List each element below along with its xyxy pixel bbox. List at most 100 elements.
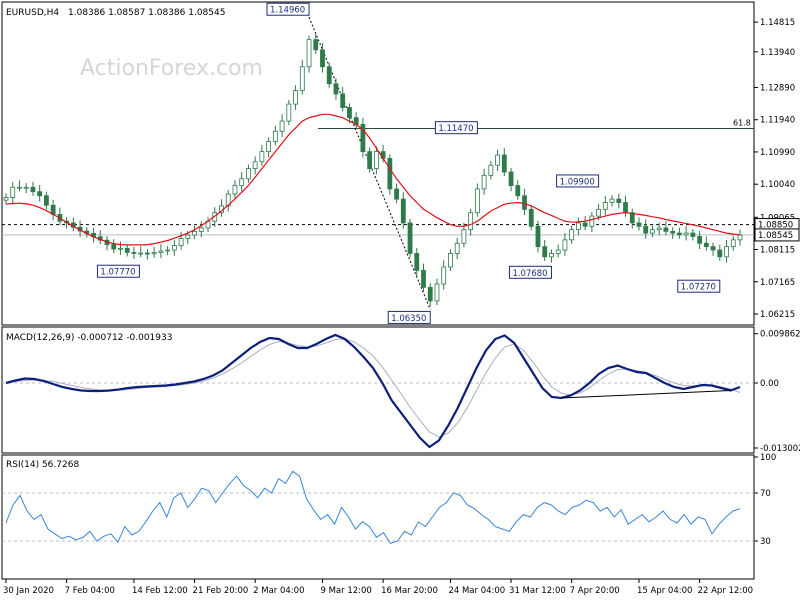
- dashed-level-label: 1.08850: [758, 221, 793, 231]
- candle-body: [596, 208, 601, 217]
- candle-body: [394, 188, 399, 200]
- candle-body: [643, 225, 649, 234]
- candle-body: [670, 230, 676, 234]
- candle-body: [37, 191, 43, 197]
- candle-body: [730, 239, 736, 248]
- rsi-axis: 100 70 30: [754, 453, 776, 547]
- price-tick-label: 1.11940: [760, 116, 795, 126]
- candle-body: [293, 90, 298, 105]
- candle-body: [279, 120, 285, 132]
- candle-body: [30, 186, 36, 193]
- candle-body: [454, 242, 460, 254]
- candle-body: [737, 234, 743, 241]
- candle-body: [690, 232, 696, 237]
- moving-average-line: [5, 113, 741, 246]
- candle-body: [320, 49, 325, 68]
- candle-body: [474, 188, 480, 214]
- annotation-label: 1.14960: [270, 6, 305, 16]
- candle-body: [575, 222, 581, 231]
- candle-body: [650, 229, 655, 234]
- macd-main-line: [5, 333, 741, 449]
- macd-tick-label: 0.00: [760, 379, 779, 389]
- annotation-label: 1.11470: [438, 124, 473, 134]
- time-tick-label: 31 Mar 12:00: [509, 586, 566, 596]
- candle-body: [232, 185, 238, 195]
- candle-body: [569, 229, 575, 241]
- rsi-lines: [2, 470, 754, 544]
- time-tick-label: 21 Feb 20:00: [193, 586, 249, 596]
- candle-body: [192, 230, 197, 236]
- annotation-box: [266, 2, 310, 16]
- candle-body: [23, 186, 29, 189]
- current-price-label: 1.08545: [758, 231, 793, 241]
- candle-body: [676, 232, 682, 236]
- candle-body: [582, 222, 588, 227]
- candle-body: [171, 245, 177, 251]
- candle-body: [549, 253, 554, 258]
- candle-body: [697, 236, 702, 244]
- annotation-box: [434, 121, 478, 135]
- candle-body: [441, 266, 447, 285]
- time-tick-label: 7 Feb 04:00: [65, 586, 115, 596]
- annotation-label: 1.07680: [512, 269, 547, 279]
- candle-body: [488, 164, 494, 176]
- current-price-box: [754, 228, 800, 242]
- candle-body: [367, 151, 373, 169]
- price-tick-label: 1.07165: [760, 278, 795, 288]
- candle-body: [623, 202, 628, 214]
- candle-body: [421, 269, 426, 288]
- candle-body: [347, 107, 352, 119]
- candle-body: [118, 247, 123, 250]
- annotation-label: 1.06350: [391, 314, 426, 324]
- rsi-panel: [1, 454, 755, 580]
- candle-body: [246, 168, 251, 180]
- candle-body: [10, 186, 16, 198]
- candle-body: [501, 154, 507, 173]
- candle-body: [434, 283, 440, 302]
- macd-tick-label: -0.013002: [760, 444, 800, 454]
- annotation-box: [677, 279, 721, 293]
- candle-body: [326, 66, 332, 85]
- candle-body: [178, 238, 184, 247]
- time-tick-label: 15 Apr 04:00: [637, 586, 692, 596]
- candle-body: [481, 174, 487, 190]
- price-tick-label: 1.10990: [760, 148, 795, 158]
- time-tick-label: 9 Mar 12:00: [320, 586, 371, 596]
- candle-body: [414, 253, 420, 271]
- candle-body: [663, 227, 669, 232]
- time-axis: 30 Jan 2020 7 Feb 04:00 14 Feb 12:00 21 Feb…: [3, 579, 753, 596]
- rsi-tick-label: 100: [760, 453, 776, 463]
- candle-body: [333, 83, 339, 95]
- macd-axis: 0.009862 0.00 -0.013002: [754, 330, 800, 454]
- ma-path: [5, 113, 741, 246]
- candle-body: [373, 151, 379, 169]
- candle-body: [710, 246, 716, 251]
- candle-body: [239, 178, 245, 186]
- candle-body: [609, 198, 615, 203]
- candles: [3, 34, 743, 307]
- watermark: ActionForex.com: [80, 56, 263, 81]
- candle-body: [306, 39, 312, 68]
- fib-label: 61.8: [733, 119, 751, 128]
- rsi-tick-label: 70: [760, 489, 771, 499]
- candle-body: [131, 252, 137, 254]
- time-tick-label: 22 Apr 12:00: [698, 586, 753, 596]
- candle-body: [427, 286, 433, 302]
- candle-body: [461, 229, 467, 244]
- candle-body: [111, 244, 117, 250]
- price-axis: 1.14815 1.13940 1.12890 1.11940 1.10990 1.100…: [754, 18, 795, 320]
- candle-body: [528, 208, 534, 227]
- annotation-box: [387, 310, 431, 324]
- candle-body: [387, 158, 393, 190]
- candle-body: [656, 227, 662, 231]
- price-tick-label: 1.13940: [760, 48, 795, 58]
- candle-body: [158, 250, 164, 253]
- candle-body: [407, 222, 413, 254]
- macd-signal-line: [5, 338, 741, 438]
- price-tick-label: 1.06215: [760, 310, 795, 320]
- candle-body: [340, 93, 346, 108]
- candle-body: [636, 222, 642, 227]
- price-tick-label: 1.08115: [760, 246, 795, 256]
- candle-body: [138, 252, 144, 255]
